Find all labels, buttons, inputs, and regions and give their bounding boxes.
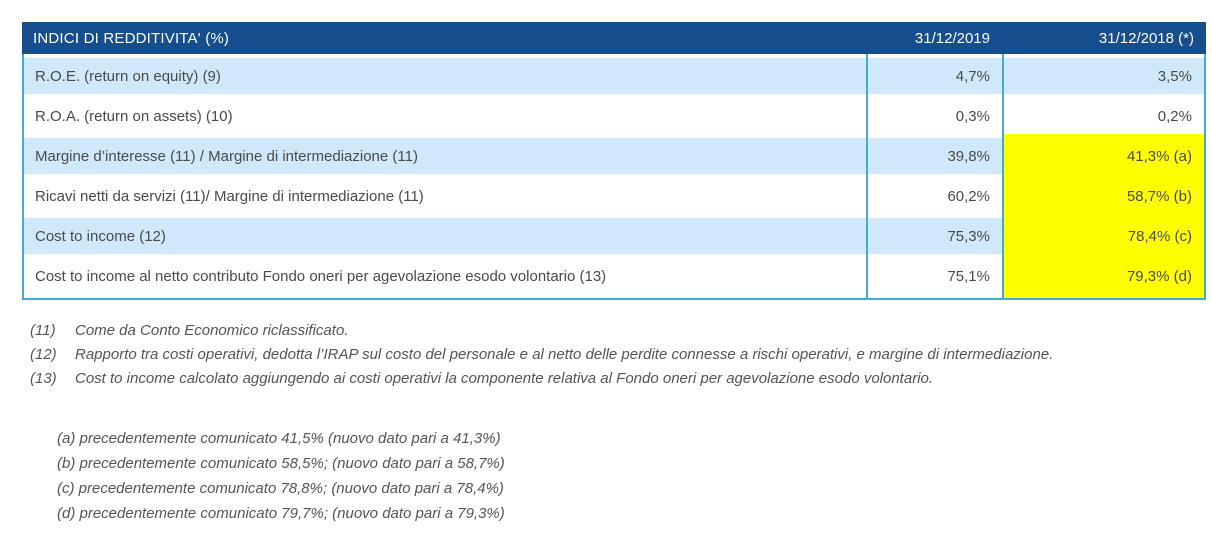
table-title: INDICI DI REDDITIVITA' (%) bbox=[33, 29, 230, 47]
value-2018: 0,2% bbox=[1157, 107, 1192, 125]
footnote-11: (11) Come da Conto Economico riclassific… bbox=[30, 322, 1053, 339]
note-d: (d) precedentemente comunicato 79,7%; (n… bbox=[57, 505, 505, 522]
column-header-2019: 31/12/2019 bbox=[914, 29, 990, 47]
row-label: Cost to income al netto contributo Fondo… bbox=[35, 267, 607, 285]
footnote-number: (11) bbox=[30, 322, 56, 339]
value-2018: 3,5% bbox=[1157, 67, 1192, 85]
value-2019: 4,7% bbox=[955, 67, 990, 85]
row-label: Ricavi netti da servizi (11)/ Margine di… bbox=[35, 187, 424, 205]
footnote-text: Come da Conto Economico riclassificato. bbox=[75, 322, 349, 339]
value-2019: 0,3% bbox=[955, 107, 990, 125]
column-separator-2 bbox=[1002, 54, 1004, 298]
value-2018: 78,4% (c) bbox=[1127, 227, 1192, 245]
profitability-table: INDICI DI REDDITIVITA' (%) 31/12/2019 31… bbox=[22, 22, 1206, 300]
value-2019: 39,8% bbox=[947, 147, 990, 165]
restatement-notes: (a) precedentemente comunicato 41,5% (nu… bbox=[57, 426, 505, 526]
value-2018: 79,3% (d) bbox=[1126, 267, 1192, 285]
table-row-roa: R.O.A. (return on assets) (10) 0,3% 0,2% bbox=[24, 98, 1204, 134]
column-separator-1 bbox=[866, 54, 868, 298]
row-label: R.O.A. (return on assets) (10) bbox=[35, 107, 233, 125]
footnote-text: Rapporto tra costi operativi, dedotta l’… bbox=[75, 346, 1054, 363]
table-body: R.O.E. (return on equity) (9) 4,7% 3,5% … bbox=[22, 54, 1206, 300]
table-row-roe: R.O.E. (return on equity) (9) 4,7% 3,5% bbox=[24, 58, 1204, 94]
numbered-footnotes: (11) Come da Conto Economico riclassific… bbox=[30, 322, 1053, 394]
value-2018: 58,7% (b) bbox=[1126, 187, 1192, 205]
value-2019: 75,1% bbox=[947, 267, 990, 285]
note-c: (c) precedentemente comunicato 78,8%; (n… bbox=[57, 480, 504, 497]
value-2019: 60,2% bbox=[947, 187, 990, 205]
table-header-row: INDICI DI REDDITIVITA' (%) 31/12/2019 31… bbox=[22, 22, 1206, 54]
column-header-2018: 31/12/2018 (*) bbox=[1098, 29, 1194, 47]
table-row-cost-to-income-netto: Cost to income al netto contributo Fondo… bbox=[24, 258, 1204, 294]
note-a: (a) precedentemente comunicato 41,5% (nu… bbox=[57, 430, 501, 447]
footnote-number: (12) bbox=[30, 346, 57, 363]
table-row-ricavi-netti: Ricavi netti da servizi (11)/ Margine di… bbox=[24, 178, 1204, 214]
row-label: Margine d’interesse (11) / Margine di in… bbox=[35, 147, 418, 165]
footnote-text: Cost to income calcolato aggiungendo ai … bbox=[75, 370, 934, 387]
footnote-number: (13) bbox=[30, 370, 57, 387]
restated-values-highlight bbox=[1004, 134, 1204, 298]
row-label: R.O.E. (return on equity) (9) bbox=[35, 67, 221, 85]
value-2018: 41,3% (a) bbox=[1126, 147, 1192, 165]
footnote-12: (12) Rapporto tra costi operativi, dedot… bbox=[30, 346, 1053, 363]
note-b: (b) precedentemente comunicato 58,5%; (n… bbox=[57, 455, 505, 472]
row-label: Cost to income (12) bbox=[35, 227, 166, 245]
footnote-13: (13) Cost to income calcolato aggiungend… bbox=[30, 370, 1053, 387]
value-2019: 75,3% bbox=[947, 227, 990, 245]
